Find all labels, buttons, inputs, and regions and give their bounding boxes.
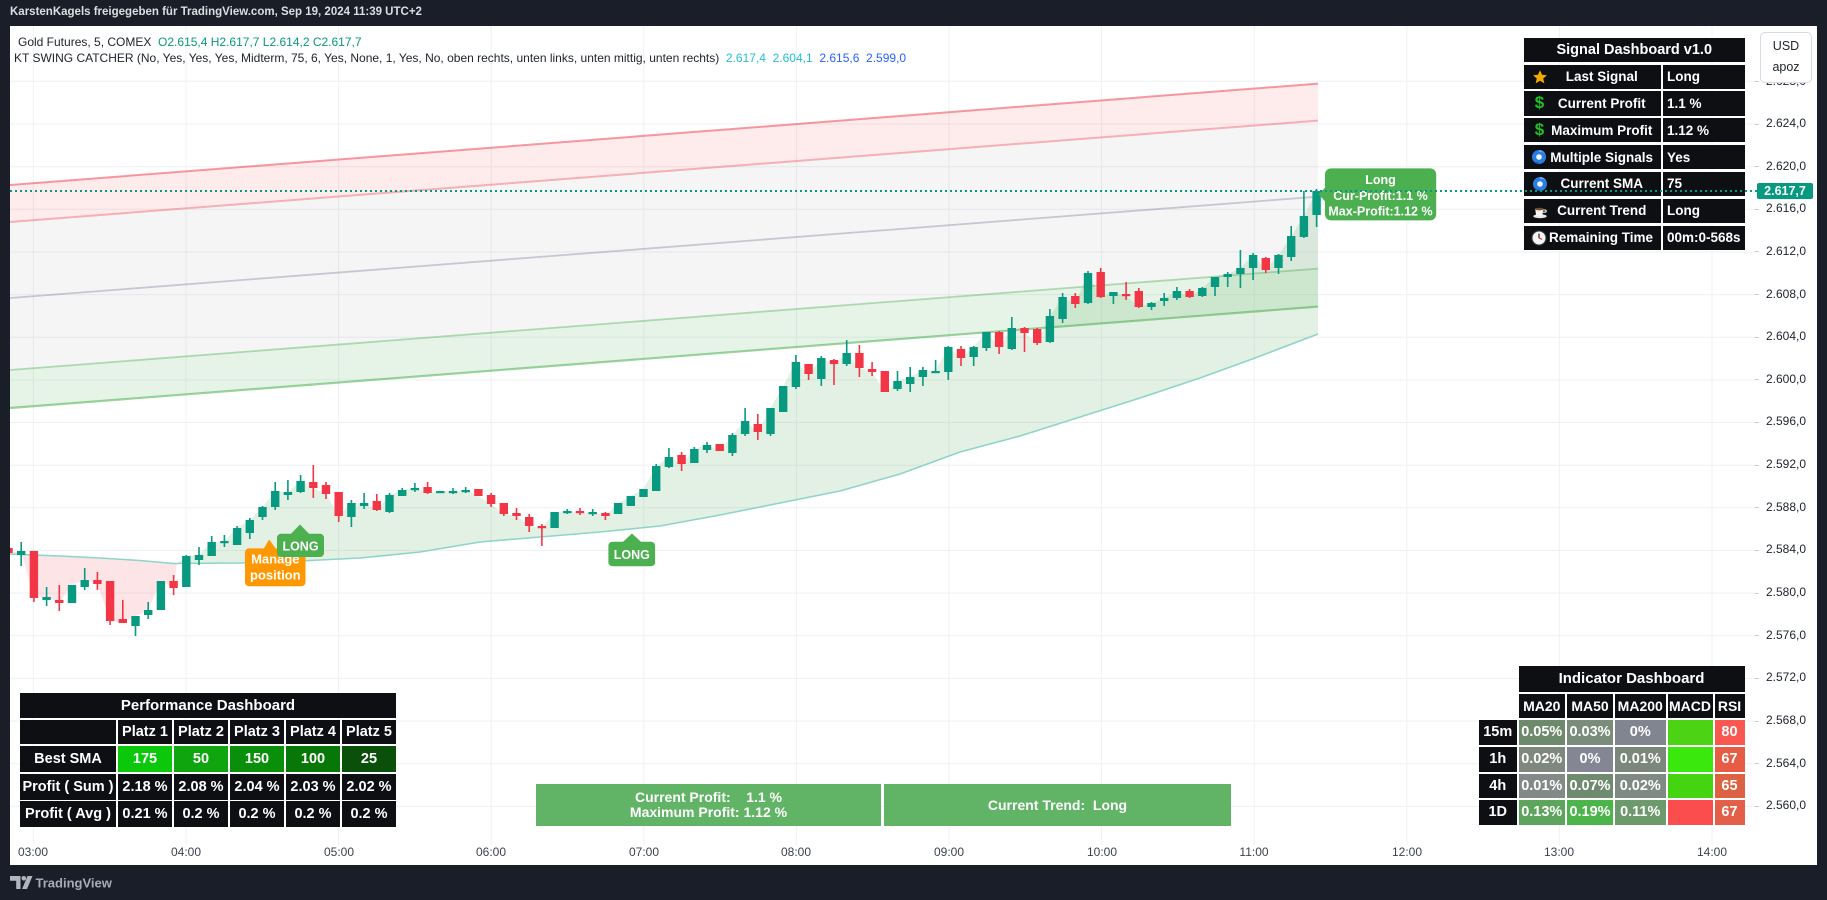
svg-text:position: position (250, 568, 301, 583)
svg-text:LONG: LONG (614, 548, 650, 562)
svg-text:Cur-Profit:1.1 %: Cur-Profit:1.1 % (1333, 189, 1427, 203)
svg-text:LONG: LONG (282, 540, 318, 554)
svg-text:Max-Profit:1.12 %: Max-Profit:1.12 % (1328, 205, 1432, 219)
svg-text:TradingView: TradingView (36, 876, 113, 891)
svg-text:Long: Long (1365, 173, 1396, 187)
